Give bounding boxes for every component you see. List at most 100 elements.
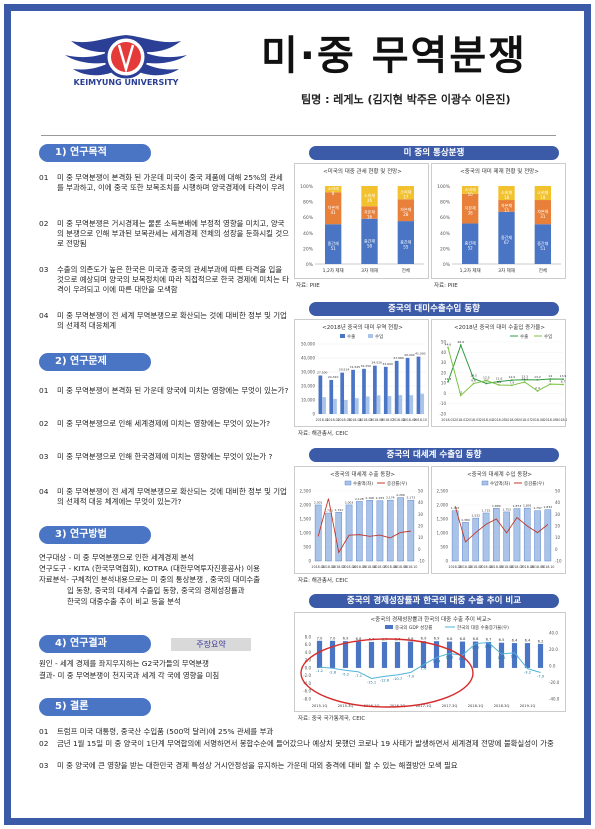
data-label: 24,320 [328, 375, 339, 379]
chart-cn-world-export: <중국의 대세계 수출 동향> 수출액(좌) 증감률(우) 0 500 1,000 1,50… [294, 466, 429, 574]
tick-label: 50 [441, 340, 447, 345]
bar [325, 512, 332, 562]
data-label: 14.5 [470, 374, 477, 378]
tick-label: 40.0 [549, 631, 558, 636]
chart-cn-us-growth: <2018년 중국의 대미 수출입 증가율> 수출 수입 -20 -10 0 10 20 30 4… [431, 319, 570, 427]
category-label: 2018.05 [493, 418, 506, 422]
bar [394, 360, 399, 414]
tick-label: 50 [418, 489, 424, 494]
data-label: 7.9 [509, 380, 514, 384]
team-name: 팀명 : 레게노 (김지현 박주은 이광수 이은진) [301, 93, 511, 106]
tick-label: -4.0 [303, 681, 311, 686]
tick-label: 10 [441, 381, 447, 386]
source-note: 자료: 해관총서, CEIC [298, 431, 349, 437]
bar [534, 224, 552, 264]
bar [394, 641, 401, 668]
data-label: -7.9 [537, 675, 545, 679]
bar-label: 자본재 [400, 206, 411, 212]
method-line: 입 동향, 중국의 대세계 수출입 동향, 중국의 경제성장률과 [67, 586, 245, 595]
data-label: 11.6 [496, 376, 503, 380]
tick-label: 0 [555, 547, 558, 552]
bar-label: 중간재 [501, 234, 512, 240]
tick-label: 20 [418, 524, 424, 529]
bar [366, 500, 373, 562]
tick-label: 10 [555, 535, 561, 540]
bar [329, 379, 334, 414]
chart-growth-compare: <중국의 경제성장률과 한국의 대중 수출 추이 비교> 중국의 GDP 성장률 한… [294, 612, 566, 712]
legend-label: 한국의 대중 수출증가율(우) [457, 624, 509, 631]
chart-cn-us-trade: <2018년 중국의 대미 무역 현황> 수출 수입 0 10,000 20,000 30,… [294, 319, 429, 427]
chart-title: <미국의 대중 관세 현황 및 전망> [323, 167, 402, 175]
chart-title: <2018년 중국의 대미 무역 현황> [322, 323, 403, 331]
method-line: 연구도구 - KITA (한국무역협회), KOTRA (대한무역투자진흥공사)… [39, 564, 260, 573]
tick-label: -20.0 [549, 680, 560, 685]
category-label: 2018.04 [348, 418, 361, 422]
data-label: 6.9 [434, 637, 440, 641]
bar [472, 517, 480, 562]
tick-label: 8.0 [305, 634, 312, 639]
category-label: 2018.07 [518, 418, 531, 422]
chart-cn-us-trade-svg: <2018년 중국의 대미 무역 현황> 수출 수입 0 10,000 20,000 30,… [301, 323, 427, 422]
legend-swatch [385, 625, 393, 629]
series-line [319, 641, 541, 679]
legend-label: 수입액(좌) [490, 480, 510, 487]
tick-label: -20 [439, 412, 446, 417]
tick-label: 50,000 [301, 342, 315, 347]
legend-label: 수입 [375, 333, 383, 340]
bar-label: 중간재 [328, 240, 339, 246]
bar-label: 중간재 [364, 237, 375, 243]
data-label: 13.2 [534, 375, 541, 379]
bar [416, 356, 421, 414]
data-label: 8.7 [561, 379, 566, 383]
tick-label: 2,500 [300, 489, 312, 494]
poster: KEIMYUNG UNIVERSITY 미·중 무역분쟁 팀명 : 레게노 (김… [11, 11, 584, 818]
category-label: 2018.07 [381, 418, 394, 422]
bar [409, 395, 414, 414]
tick-label: 0% [443, 262, 451, 268]
tick-label: 0.0 [549, 664, 556, 669]
tick-label: 0 [418, 547, 421, 552]
list-item: 04 미 중 무역분쟁이 전 세계 무역분쟁으로 확산되는 것에 대비한 정부 및… [39, 311, 287, 330]
chart-us-tariff-svg: <미국의 대중 관세 현황 및 전망> 0% 20% 40% 60% 80% 100% 중간재… [300, 167, 424, 274]
bar [523, 507, 531, 562]
bar [461, 193, 479, 224]
tick-label: 0 [443, 391, 446, 396]
data-label: 16 [367, 215, 373, 220]
chart-title: <중국의 대세계 수출 동향> [330, 470, 395, 478]
data-label: 1,713 [324, 509, 333, 513]
list-item: 02 미 중 무역분쟁은 거시경제는 물론 소득분배에 부정적 영향을 미치고, … [39, 219, 289, 248]
bar-label: 중간재 [537, 240, 548, 246]
category-label: 2018.02 [327, 418, 340, 422]
bar [446, 641, 453, 668]
tick-label: 20% [303, 246, 314, 252]
method-line: 자료분석- 구체적인 분석내용으로는 미 중의 통상분쟁 , 중국의 대미수출 [39, 575, 260, 584]
data-label: 1,873 [513, 504, 522, 508]
chart-growth-compare-svg: <중국의 경제성장률과 한국의 대중 수출 추이 비교>중국의 GDP 성장률 한… [300, 615, 560, 708]
category-label: 2018.09 [544, 418, 557, 422]
section-title-conclusion: 5) 결론 [39, 698, 151, 716]
data-label: 2,155 [376, 496, 385, 500]
chart-us-tariff: <미국의 대중 관세 현황 및 전망> 0% 20% 40% 60% 80% 100% 중간재… [294, 163, 429, 279]
data-label: 15 [504, 208, 510, 213]
tick-label: 20,000 [301, 384, 315, 389]
data-label: 55 [403, 245, 409, 250]
chart-cn-world-import-svg: <중국의 대세계 수입 동향>수입액(좌) 증감률(우)05001,0001,50… [437, 470, 562, 569]
bar [482, 512, 490, 562]
category-label: 전체 [539, 267, 547, 274]
tick-label: 40 [555, 500, 561, 505]
category-label: 2018.10 [404, 565, 417, 569]
category-label: 2018.08 [531, 418, 544, 422]
category-label: 2018.08 [521, 565, 534, 569]
list-item: 02 금년 1월 15일 미 중 양국이 1단계 무역합의에 서명하면서 봉합수순… [39, 739, 554, 748]
bar-label: 자본재 [501, 202, 512, 208]
data-label: -7.1 [355, 674, 362, 678]
tick-label: 2,000 [300, 503, 312, 508]
data-label: 16.1 [510, 655, 518, 659]
tick-label: 1,500 [300, 517, 312, 522]
tick-label: 2,500 [437, 489, 449, 494]
data-label: 1,832 [544, 505, 553, 509]
section-bar-us-trade: 중국의 대미수출수입 동향 [309, 302, 559, 316]
bar [397, 186, 415, 200]
data-label: -2 [459, 390, 462, 394]
category-label: 2018.06 [370, 418, 383, 422]
